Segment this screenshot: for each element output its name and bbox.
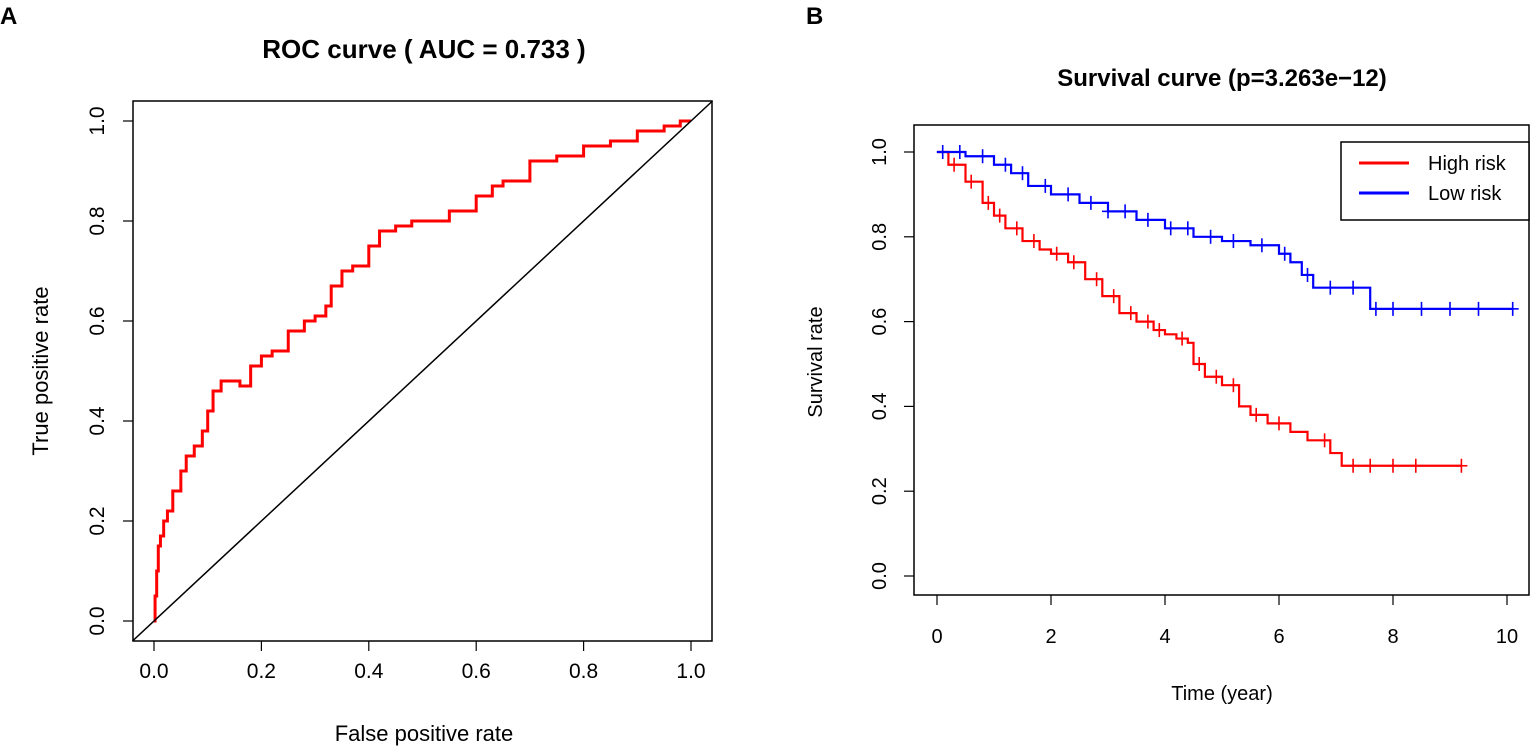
legend-box (1340, 141, 1530, 221)
legend-low-risk-label: Low risk (1428, 183, 1502, 205)
roc-x-tick-label: 0.6 (462, 660, 491, 683)
survival-x-tick-label: 6 (1273, 626, 1284, 648)
survival-series-high-risk (937, 150, 1462, 467)
roc-x-tick-label: 1.0 (676, 660, 705, 683)
survival-title: Survival curve (p=3.263e−12) (1057, 65, 1387, 92)
survival-y-tick-label: 0.0 (869, 562, 891, 590)
roc-ylabel: True positive rate (28, 286, 53, 455)
survival-y-tick-label: 0.4 (869, 392, 891, 420)
survival-x-tick-label: 2 (1045, 626, 1056, 648)
roc-y-tick-label: 0.4 (86, 406, 109, 436)
survival-y-tick-label: 1.0 (869, 138, 891, 166)
survival-chart: Survival curve (p=3.263e−12) 0 2 4 6 8 10 0.0 0… (805, 65, 1530, 705)
survival-x-tick-label: 0 (931, 626, 942, 648)
legend-high-risk-label: High risk (1428, 153, 1507, 175)
survival-xlabel: Time (year) (1171, 683, 1272, 705)
roc-xlabel: False positive rate (335, 721, 514, 746)
roc-y-tick-label: 0.2 (86, 506, 109, 535)
survival-y-tick-label: 0.2 (869, 477, 891, 505)
survival-x-tick-label: 10 (1496, 626, 1518, 648)
roc-title: ROC curve ( AUC = 0.733 ) (262, 34, 585, 64)
roc-x-tick-label: 0.4 (354, 660, 384, 683)
roc-y-tick-label: 0.0 (86, 606, 109, 635)
survival-x-tick-label: 8 (1387, 626, 1398, 648)
roc-x-tick-label: 0.0 (139, 660, 168, 683)
survival-legend: High risk Low risk (1340, 141, 1530, 221)
roc-series-ROC (153, 119, 691, 623)
survival-ylabel: Survival rate (805, 306, 827, 417)
panel-a-letter: A (0, 3, 17, 30)
roc-x-tick-label: 0.8 (569, 660, 598, 683)
roc-y-tick-label: 0.6 (86, 306, 109, 335)
survival-y-tick-label: 0.6 (869, 308, 891, 336)
roc-series-diagonal (132, 100, 713, 642)
roc-y-tick-label: 1.0 (86, 106, 109, 135)
panel-b-letter: B (806, 3, 823, 30)
survival-x-tick-label: 4 (1159, 626, 1170, 648)
survival-y-tick-label: 0.8 (869, 223, 891, 251)
roc-x-tick-label: 0.2 (247, 660, 276, 683)
roc-y-tick-label: 0.8 (86, 206, 109, 235)
roc-chart: ROC curve ( AUC = 0.733 ) 0.0 0.2 0.4 0.6 0.… (28, 34, 713, 746)
